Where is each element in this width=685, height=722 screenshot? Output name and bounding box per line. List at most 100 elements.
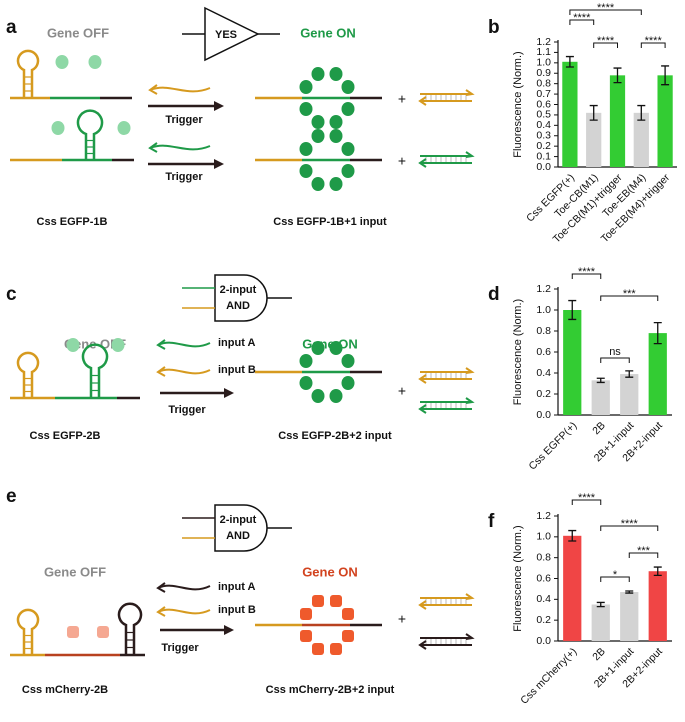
y-axis-label: Fluorescence (Norm.) bbox=[512, 525, 524, 631]
duplex-head bbox=[418, 374, 427, 384]
protein bbox=[300, 630, 312, 642]
y-tick-label: 0.6 bbox=[536, 346, 551, 358]
bar bbox=[586, 112, 602, 167]
y-axis-label: Fluorescence (Norm.) bbox=[512, 299, 524, 405]
significance-bracket bbox=[569, 9, 642, 15]
protein bbox=[299, 354, 313, 368]
duplex-head bbox=[465, 397, 475, 404]
hairpin bbox=[76, 109, 104, 160]
protein bbox=[329, 67, 343, 81]
duplex-head bbox=[418, 96, 427, 106]
y-tick-label: 0.9 bbox=[536, 67, 551, 79]
y-tick-label: 0.8 bbox=[536, 77, 551, 89]
panel-label: d bbox=[488, 284, 500, 305]
significance-bracket bbox=[569, 19, 595, 25]
arrow-head bbox=[214, 159, 224, 169]
panel-label: e bbox=[6, 486, 17, 507]
protein bbox=[88, 55, 102, 69]
gene-off: Gene OFF bbox=[47, 25, 109, 40]
protein bbox=[311, 177, 325, 191]
y-tick-label: 0.6 bbox=[536, 572, 551, 584]
significance-label: **** bbox=[597, 2, 615, 14]
protein bbox=[342, 608, 354, 620]
y-tick-label: 0.8 bbox=[536, 551, 551, 563]
protein bbox=[311, 115, 325, 129]
protein bbox=[51, 121, 65, 135]
protein bbox=[66, 338, 80, 352]
plus: + bbox=[398, 383, 406, 399]
protein bbox=[330, 595, 342, 607]
input-head bbox=[148, 84, 158, 95]
y-tick-label: 1.0 bbox=[536, 57, 551, 69]
panel-label: f bbox=[488, 511, 495, 532]
protein bbox=[311, 389, 325, 403]
y-tick-label: 0.3 bbox=[536, 130, 551, 142]
protein bbox=[311, 341, 325, 355]
error-bar bbox=[568, 529, 577, 542]
protein bbox=[329, 129, 343, 143]
bar bbox=[563, 310, 582, 415]
construct-label: Css EGFP-1B bbox=[37, 216, 108, 228]
gene-on: Gene ON bbox=[302, 564, 358, 579]
y-tick-label: 1.2 bbox=[536, 36, 551, 48]
duplex-head bbox=[418, 404, 427, 414]
construct-label: Css EGFP-1B+1 input bbox=[273, 216, 387, 228]
protein bbox=[341, 142, 355, 156]
duplex-head bbox=[418, 158, 427, 168]
protein bbox=[329, 177, 343, 191]
protein bbox=[55, 55, 69, 69]
protein bbox=[299, 102, 313, 116]
protein bbox=[341, 102, 355, 116]
arrow-head bbox=[214, 101, 224, 111]
significance-bracket bbox=[640, 42, 666, 48]
significance-label: * bbox=[613, 569, 618, 581]
error-bar bbox=[568, 299, 577, 321]
significance-bracket bbox=[571, 273, 602, 279]
y-tick-label: 1.2 bbox=[536, 283, 551, 295]
protein bbox=[311, 67, 325, 81]
significance-label: **** bbox=[578, 266, 596, 278]
gate-label: 2-input bbox=[220, 284, 257, 296]
x-tick-label: Css EGFP(+) bbox=[527, 420, 580, 473]
bar bbox=[648, 333, 667, 415]
bar bbox=[591, 604, 610, 641]
protein bbox=[111, 338, 125, 352]
y-tick-label: 0.6 bbox=[536, 98, 551, 110]
significance-bracket bbox=[571, 499, 602, 505]
construct-label: Css mCherry-2B+2 input bbox=[266, 684, 395, 696]
significance-label: **** bbox=[578, 492, 596, 504]
y-axis-label: Fluorescence (Norm.) bbox=[512, 51, 524, 157]
duplex-head bbox=[418, 600, 427, 610]
error-bar bbox=[661, 65, 670, 86]
bar bbox=[633, 112, 649, 167]
input-head bbox=[156, 582, 166, 593]
significance-label: *** bbox=[623, 288, 637, 300]
x-tick-label: Css mCherry(+) bbox=[518, 646, 579, 707]
panel-label: a bbox=[6, 17, 17, 38]
y-tick-label: 0.8 bbox=[536, 325, 551, 337]
y-tick-label: 0.0 bbox=[536, 161, 551, 173]
significance-bracket bbox=[600, 576, 630, 582]
significance-label: **** bbox=[597, 35, 615, 47]
construct-label: Css EGFP-2B bbox=[30, 430, 101, 442]
significance-bracket bbox=[628, 552, 659, 558]
hairpin bbox=[16, 351, 40, 398]
input-head bbox=[156, 339, 166, 350]
construct-label: Css mCherry-2B bbox=[22, 684, 108, 696]
protein bbox=[299, 80, 313, 94]
arrow-head bbox=[224, 388, 234, 398]
protein bbox=[329, 115, 343, 129]
bar bbox=[620, 592, 639, 641]
bar bbox=[609, 75, 626, 167]
panel-label: b bbox=[488, 17, 500, 38]
error-bar bbox=[596, 377, 605, 384]
hairpin bbox=[81, 343, 109, 398]
protein bbox=[329, 341, 343, 355]
gate-label: YES bbox=[215, 29, 237, 41]
protein bbox=[330, 643, 342, 655]
duplex-head bbox=[418, 640, 427, 650]
construct-label: Css EGFP-2B+2 input bbox=[278, 430, 392, 442]
gene-on: Gene ON bbox=[300, 25, 356, 40]
y-tick-label: 0.2 bbox=[536, 140, 551, 152]
